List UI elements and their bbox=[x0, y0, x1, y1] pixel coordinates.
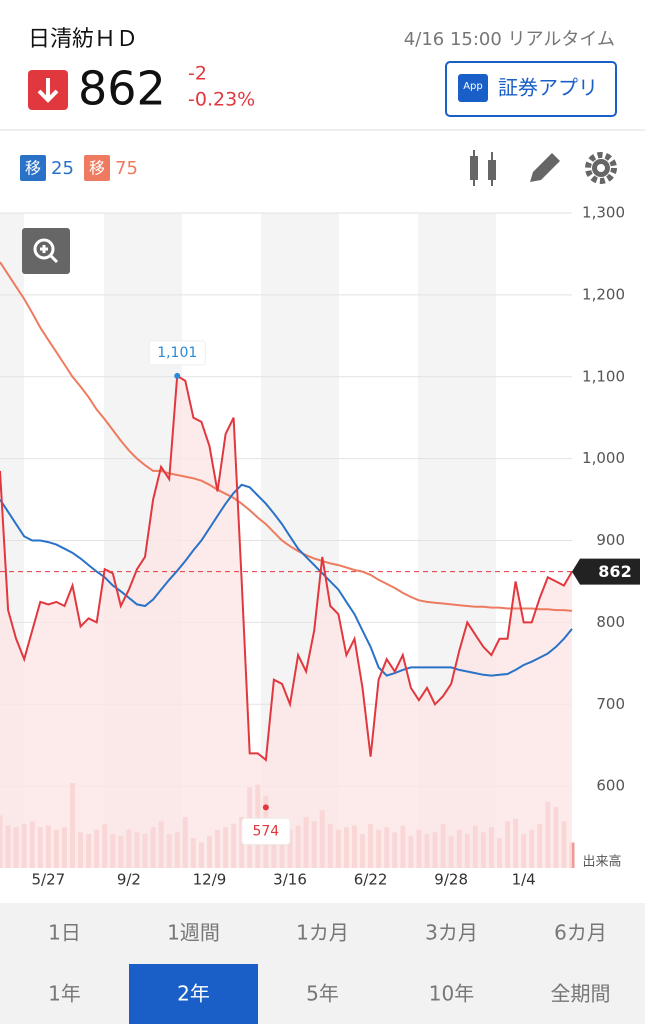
legend-badge bbox=[20, 155, 46, 181]
y-tick-label: 800 bbox=[596, 613, 625, 631]
candle-icon[interactable] bbox=[491, 152, 493, 186]
tab-label[interactable]: 10年 bbox=[429, 982, 474, 1006]
x-tick-label: 9/2 bbox=[117, 871, 141, 889]
x-tick-label: 5/27 bbox=[31, 871, 65, 889]
last-price-label: 862 bbox=[598, 562, 631, 581]
zoom-button[interactable] bbox=[22, 228, 70, 274]
x-tick-label: 6/22 bbox=[354, 871, 388, 889]
zoom-icon bbox=[33, 238, 55, 260]
down-arrow bbox=[37, 78, 59, 103]
candle-button[interactable] bbox=[470, 150, 496, 186]
tab-bar bbox=[0, 903, 645, 1024]
change-percent: -0.23% bbox=[188, 89, 255, 111]
tab-label[interactable]: 全期間 bbox=[551, 982, 611, 1006]
tab-label[interactable]: 5年 bbox=[306, 982, 339, 1006]
high-marker bbox=[174, 372, 181, 379]
tab[interactable] bbox=[129, 964, 258, 1024]
zoom-icon bbox=[40, 245, 59, 264]
legend: 移 25 移 75 bbox=[20, 155, 138, 181]
legend-period: 25 bbox=[51, 158, 74, 179]
toolbar bbox=[470, 150, 617, 186]
x-tick-label: 12/9 bbox=[193, 871, 227, 889]
timestamp: 4/16 15:00 リアルタイム bbox=[404, 29, 615, 50]
y-tick-label: 900 bbox=[596, 531, 625, 549]
y-tick-label: 1,000 bbox=[582, 449, 625, 467]
y-tick-label: 700 bbox=[596, 695, 625, 713]
tab-label[interactable]: 6カ月 bbox=[554, 921, 607, 945]
legend-badge-text: 移 bbox=[89, 159, 105, 178]
change: -2 bbox=[188, 63, 207, 85]
y-tick-label: 1,300 bbox=[582, 204, 625, 222]
x-tick-label: 9/28 bbox=[434, 871, 468, 889]
zoom-frame[interactable] bbox=[22, 228, 70, 274]
series-line bbox=[0, 483, 573, 677]
high-label-box bbox=[148, 340, 206, 366]
app-button[interactable]: App 証券アプリ bbox=[445, 61, 617, 117]
app-button-frame[interactable] bbox=[445, 61, 617, 117]
last-price-tag bbox=[572, 558, 640, 585]
x-tick-label: 3/16 bbox=[273, 871, 307, 889]
tabs: 1日 1週間 1カ月 3カ月 6カ月 1年 2年 5年 10年 全期間 bbox=[48, 921, 611, 1024]
series-line bbox=[0, 261, 573, 612]
legend-badge bbox=[84, 155, 110, 181]
x-tick-label: 1/4 bbox=[512, 871, 536, 889]
legend-period: 75 bbox=[115, 158, 138, 179]
tab-label[interactable]: 1日 bbox=[48, 921, 81, 945]
plot: 600 700 800 900 1,000 1,100 1,200 1,300 出来高 862 1,… bbox=[0, 204, 640, 889]
y-tick-label: 600 bbox=[596, 777, 625, 795]
series-line bbox=[0, 374, 573, 762]
price: 862 bbox=[78, 62, 166, 116]
high-label: 1,101 bbox=[157, 345, 197, 361]
low-label: 574 bbox=[252, 823, 279, 839]
candle-icon[interactable] bbox=[473, 150, 475, 186]
legend-badge-text: 移 bbox=[25, 159, 41, 178]
low-marker bbox=[262, 804, 269, 811]
low-label-box bbox=[241, 817, 291, 845]
settings-button[interactable] bbox=[585, 152, 617, 184]
tab-label[interactable]: 2年 bbox=[177, 982, 210, 1006]
tab-label[interactable]: 1カ月 bbox=[296, 921, 349, 945]
price-area bbox=[0, 375, 572, 868]
stock-title: 日清紡ＨＤ bbox=[28, 27, 138, 52]
app-button-label[interactable]: 証券アプリ bbox=[498, 76, 598, 100]
app-icon bbox=[458, 74, 488, 102]
app-badge: App bbox=[463, 81, 483, 92]
volume-label: 出来高 bbox=[582, 854, 621, 870]
tab-label[interactable]: 3カ月 bbox=[425, 921, 478, 945]
settings-icon-hole bbox=[597, 164, 605, 172]
edit-button[interactable] bbox=[530, 153, 560, 182]
y-tick-label: 1,200 bbox=[582, 285, 625, 303]
tab-label[interactable]: 1週間 bbox=[167, 921, 220, 945]
tab-label[interactable]: 1年 bbox=[48, 982, 81, 1006]
y-tick-label: 1,100 bbox=[582, 367, 625, 385]
